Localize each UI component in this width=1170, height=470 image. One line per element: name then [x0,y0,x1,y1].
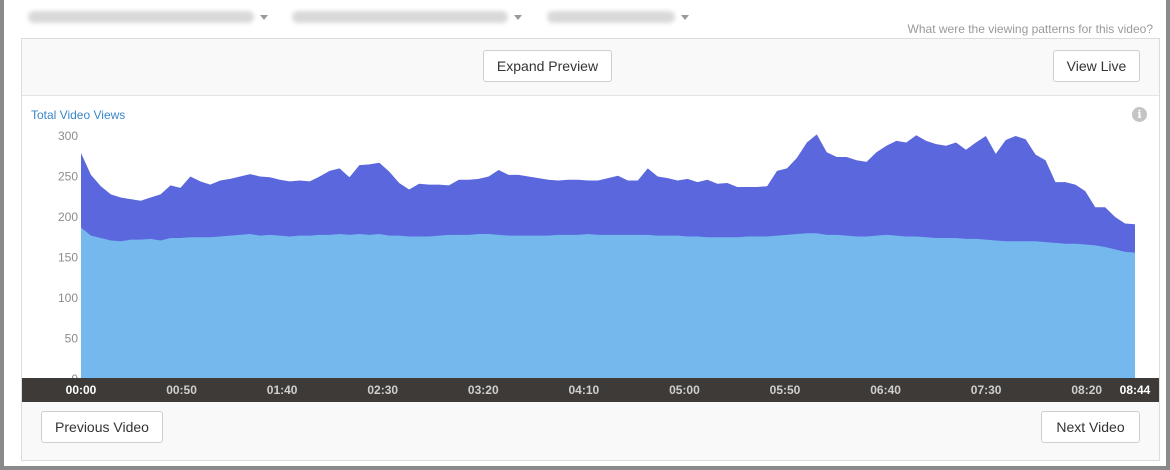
previous-video-button[interactable]: Previous Video [41,411,163,443]
view-live-button[interactable]: View Live [1053,50,1140,82]
timeline-tick-label: 06:40 [870,383,901,397]
chevron-down-icon [260,14,268,20]
preview-toolbar: Expand Preview View Live [22,39,1159,95]
views-chart-svg: 300 250 200 150 100 50 0 [58,129,1135,379]
y-tick-label: 200 [58,210,78,224]
timeline-tick-label: 07:30 [970,383,1002,397]
filter-dropdown-3[interactable] [547,8,689,26]
timeline-tick-label: 03:20 [467,383,499,397]
timeline-tick-label: 00:00 [65,383,97,397]
chevron-down-icon [681,14,689,20]
y-tick-label: 150 [58,251,78,265]
views-chart: 300 250 200 150 100 50 0 Total Video Views i [22,95,1159,379]
y-tick-label: 100 [58,291,78,305]
timeline-tick-label: 05:50 [769,383,801,397]
video-panel: Expand Preview View Live 300 250 200 150 100… [21,38,1160,461]
area-series-lower [81,227,1135,379]
timeline-scrubber[interactable]: 00:00 00:50 01:40 02:30 03:20 04:10 05:00 05:50… [22,378,1159,402]
timeline-tick-label: 04:10 [568,383,600,397]
chevron-down-icon [514,14,522,20]
timeline-tick-label: 01:40 [266,383,298,397]
blurred-filter-text [547,11,675,23]
y-tick-label: 300 [58,129,78,143]
filter-dropdown-1[interactable] [28,8,268,26]
y-tick-label: 0 [71,372,78,379]
filter-dropdown-2[interactable] [292,8,522,26]
y-tick-label: 50 [65,332,79,346]
timeline-tick-label: 08:44 [1119,383,1151,397]
timeline-tick-label: 02:30 [367,383,399,397]
navigation-footer: Previous Video Next Video [22,402,1159,462]
timeline-tick-label: 05:00 [669,383,700,397]
next-video-button[interactable]: Next Video [1041,411,1140,443]
expand-preview-button[interactable]: Expand Preview [483,50,612,82]
timeline-tick-label: 08:20 [1071,383,1103,397]
info-icon[interactable]: i [1132,107,1147,122]
blurred-filter-text [28,11,254,23]
timeline-tick-label: 00:50 [166,383,197,397]
blurred-filter-text [292,11,508,23]
chart-title: Total Video Views [31,108,126,122]
y-tick-label: 250 [58,170,78,184]
page-question: What were the viewing patterns for this … [907,22,1153,36]
